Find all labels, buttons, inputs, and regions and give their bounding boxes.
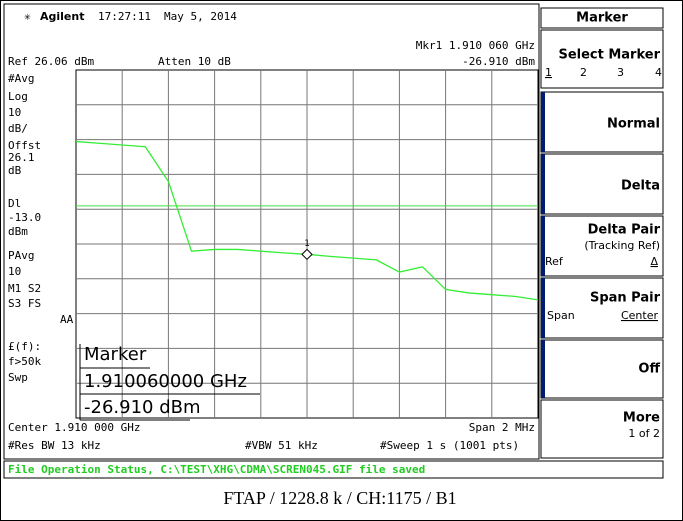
softkey-title-box	[540, 7, 664, 29]
vbw: #VBW 51 kHz	[245, 439, 318, 452]
softkey-box[interactable]	[540, 399, 664, 459]
softkey-box[interactable]	[540, 91, 664, 153]
annotation: -13.0	[8, 211, 41, 224]
softkey-box[interactable]	[540, 339, 664, 399]
span: Span 2 MHz	[469, 421, 535, 434]
softkey-delta-pair[interactable]: Delta Pair (Tracking Ref) Ref Δ	[540, 215, 664, 277]
softkey-off[interactable]: Off	[540, 339, 664, 399]
softkey-stripe	[541, 340, 545, 398]
softkey-option: 2	[580, 66, 587, 79]
status: File Operation Status, C:\TEST\XHG\CDMA\…	[8, 463, 425, 476]
softkey-sub: (Tracking Ref)	[584, 239, 660, 252]
annotation: Swp	[8, 371, 28, 384]
annotation: S3 FS	[8, 297, 41, 310]
annotation: 26.1	[8, 151, 35, 164]
softkeys: Marker Select Marker 1 2 3 4 Normal Delt…	[540, 7, 664, 459]
softkey-span-pair[interactable]: Span Pair Span Center	[540, 277, 664, 339]
softkey-option: Δ	[650, 255, 658, 268]
softkey-option: Ref	[545, 255, 564, 268]
annotation: dB	[8, 164, 22, 177]
annotation: Offst	[8, 139, 41, 152]
annotation: dBm	[8, 225, 28, 238]
softkey-label: More	[623, 411, 660, 426]
ref-level: Ref 26.06 dBm	[8, 55, 94, 68]
softkey-option: 1	[545, 66, 552, 79]
marker-box-amp: -26.910 dBm	[84, 397, 201, 418]
marker-box-title: Marker	[84, 344, 147, 365]
annotation: #Avg	[8, 72, 35, 85]
softkey-label: Delta Pair	[588, 223, 661, 238]
softkey-label: Normal	[607, 117, 660, 132]
annotation: M1 S2	[8, 282, 41, 295]
brand-icon: ✳	[24, 10, 31, 23]
annotation: Dl	[8, 197, 21, 210]
softkey-delta[interactable]: Delta	[540, 153, 664, 215]
softkey-option: Span	[547, 309, 575, 322]
softkey-label: Span Pair	[590, 291, 661, 306]
time: 17:27:11	[98, 10, 151, 23]
softkey-stripe	[541, 154, 545, 214]
plot: 1	[75, 69, 539, 419]
marker-freq: Mkr1 1.910 060 GHz	[416, 39, 535, 52]
brand: Agilent	[40, 10, 84, 23]
marker-box: Marker 1.910060000 GHz -26.910 dBm	[79, 344, 260, 421]
softkey-option: Center	[621, 309, 659, 322]
sweep: #Sweep 1 s (1001 pts)	[380, 439, 519, 452]
atten: Atten 10 dB	[158, 55, 231, 68]
marker-box-freq: 1.910060000 GHz	[84, 371, 247, 392]
marker-label: 1	[304, 239, 309, 249]
softkey-stripe	[541, 92, 545, 152]
softkey-label: Select Marker	[558, 48, 660, 63]
softkey-box[interactable]	[540, 153, 664, 215]
annotation: 10	[8, 265, 21, 278]
softkey-title: Marker	[576, 11, 628, 26]
date: May 5, 2014	[164, 10, 237, 23]
softkey-stripe	[541, 216, 545, 276]
softkey-sub: 1 of 2	[628, 427, 660, 440]
annotation: PAvg	[8, 249, 35, 262]
softkey-select[interactable]: Select Marker 1 2 3 4	[540, 29, 664, 89]
annotation: Log	[8, 90, 28, 103]
annotation: dB/	[8, 122, 28, 135]
marker	[301, 248, 313, 261]
softkey-label: Delta	[621, 179, 660, 194]
softkey-box[interactable]	[540, 215, 664, 277]
status-bar	[3, 460, 664, 479]
annotation: 10	[8, 106, 21, 119]
marker-box-lines	[79, 344, 260, 421]
softkey-box[interactable]	[540, 29, 664, 89]
caption: FTAP / 1228.8 k / CH:1175 / B1	[223, 488, 456, 508]
softkey-normal[interactable]: Normal	[540, 91, 664, 153]
softkey-more[interactable]: More 1 of 2	[540, 399, 664, 459]
annotation: f>50k	[8, 355, 41, 368]
marker-amp: -26.910 dBm	[462, 55, 535, 68]
softkey-option: 4	[655, 66, 662, 79]
annotation: AA	[60, 313, 74, 326]
center: Center 1.910 000 GHz	[8, 421, 140, 434]
softkey-stripe	[541, 278, 545, 338]
softkey-option: 3	[617, 66, 624, 79]
softkey-label: Off	[638, 362, 660, 377]
rbw: #Res BW 13 kHz	[8, 439, 101, 452]
softkey-box[interactable]	[540, 277, 664, 339]
annotation: £(f):	[8, 340, 41, 353]
